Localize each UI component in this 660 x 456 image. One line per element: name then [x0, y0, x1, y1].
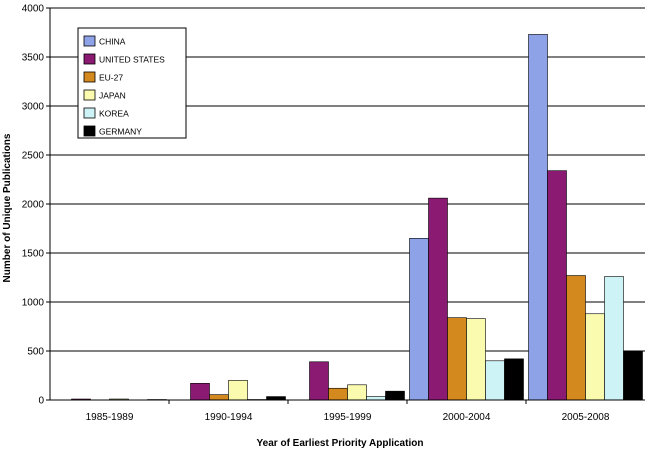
- x-tick-label: 1990-1994: [205, 412, 253, 423]
- x-tick-label: 2000-2004: [443, 412, 491, 423]
- bar-united-states-2005-2008: [547, 170, 567, 401]
- x-tick-label: 1985-1989: [86, 412, 134, 423]
- bar-germany-2005-2008: [623, 350, 643, 401]
- legend-label: KOREA: [99, 109, 129, 119]
- legend-label: EU-27: [99, 73, 123, 83]
- bar-japan-2005-2008: [585, 313, 605, 401]
- y-tick-label: 4000: [22, 4, 45, 15]
- legend-swatch: [83, 35, 96, 47]
- bar-japan-1995-1999: [347, 384, 367, 401]
- y-tick-label: 1500: [22, 249, 45, 260]
- y-axis-ticks: 0 500 1000 1500 2000 2500 3000 3500 4000: [22, 4, 50, 407]
- legend-label: GERMANY: [99, 127, 142, 137]
- bar-germany-1990-1994: [266, 396, 286, 401]
- y-tick-label: 3500: [22, 53, 45, 64]
- bar-eu-27-1990-1994: [209, 394, 229, 401]
- bar-eu-27-2000-2004: [447, 317, 467, 401]
- bar-japan-1990-1994: [228, 380, 248, 401]
- legend: CHINA UNITED STATES EU-27 JAPAN KOREA GERMANY: [77, 27, 187, 139]
- legend-items: CHINA UNITED STATES EU-27 JAPAN KOREA GERMANY: [83, 35, 165, 137]
- x-axis-label: Year of Earliest Priority Application: [257, 438, 424, 449]
- bar-united-states-1990-1994: [190, 383, 210, 401]
- legend-swatch: [83, 125, 96, 137]
- y-axis-label: Number of Unique Publications: [2, 133, 13, 282]
- bar-china-2000-2004: [409, 238, 429, 401]
- bar-korea-2005-2008: [604, 276, 624, 401]
- y-tick-label: 2500: [22, 151, 45, 162]
- axes: [49, 8, 645, 401]
- bar-germany-1995-1999: [385, 390, 405, 401]
- bar-eu-27-1995-1999: [328, 387, 348, 401]
- legend-label: CHINA: [99, 37, 126, 47]
- x-axis-ticks: 1985-1989 1990-1994 1995-1999 2000-2004 2005…: [86, 400, 610, 423]
- bar-china-2005-2008: [528, 34, 548, 401]
- bar-korea-1995-1999: [366, 396, 386, 401]
- legend-swatch: [83, 71, 96, 83]
- bar-korea-2000-2004: [485, 360, 505, 401]
- legend-frame: [77, 27, 187, 139]
- y-tick-label: 0: [38, 396, 44, 407]
- legend-swatch: [83, 107, 96, 119]
- legend-label: JAPAN: [99, 91, 126, 101]
- y-tick-label: 1000: [22, 298, 45, 309]
- bar-united-states-1995-1999: [309, 361, 329, 401]
- legend-label: UNITED STATES: [99, 55, 165, 65]
- y-tick-label: 3000: [22, 102, 45, 113]
- bars: [71, 34, 643, 401]
- y-tick-label: 2000: [22, 200, 45, 211]
- bar-japan-2000-2004: [466, 318, 486, 401]
- x-tick-label: 1995-1999: [324, 412, 372, 423]
- bar-united-states-2000-2004: [428, 197, 448, 401]
- legend-swatch: [83, 53, 96, 65]
- bar-germany-2000-2004: [504, 358, 524, 401]
- y-tick-label: 500: [27, 347, 44, 358]
- x-tick-label: 2005-2008: [562, 412, 610, 423]
- legend-swatch: [83, 89, 96, 101]
- bar-eu-27-2005-2008: [566, 275, 586, 401]
